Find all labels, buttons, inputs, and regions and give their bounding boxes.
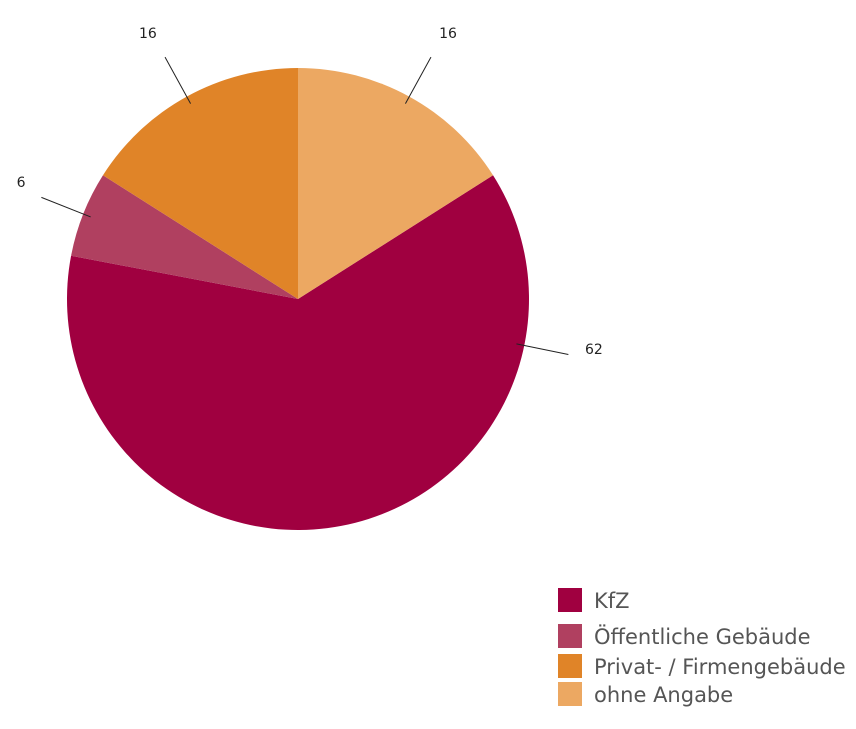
value-label: 16 (439, 26, 457, 42)
legend-label: KfZ (594, 589, 630, 613)
pie-slice (71, 175, 298, 299)
legend-label: ohne Angabe (594, 683, 733, 707)
pie-slice (102, 68, 298, 299)
pie-slice (298, 68, 494, 299)
legend-swatch (558, 682, 582, 706)
leader-line (164, 56, 192, 104)
legend-swatch (558, 588, 582, 612)
legend-label: Privat- / Firmengebäude (594, 655, 846, 679)
pie-slice (66, 175, 530, 531)
leader-line (404, 56, 432, 104)
legend-swatch (558, 624, 582, 648)
value-label: 62 (585, 342, 603, 358)
legend-label: Öffentliche Gebäude (594, 624, 811, 649)
legend-swatch (558, 654, 582, 678)
leader-line (41, 196, 91, 218)
value-label: 16 (139, 26, 157, 42)
leader-line (516, 343, 569, 355)
value-label: 6 (17, 175, 26, 191)
